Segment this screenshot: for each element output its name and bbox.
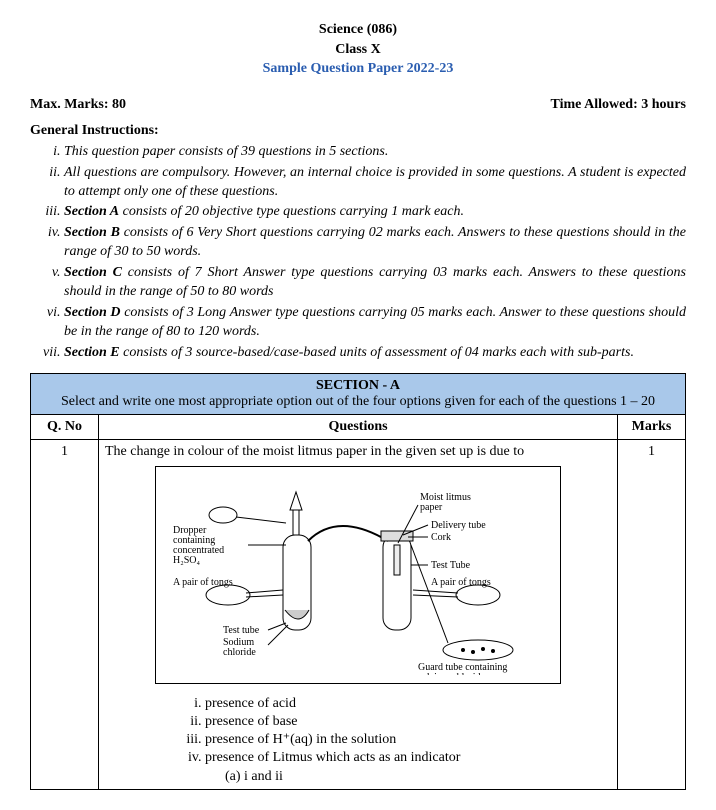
- col-qno: Q. No: [31, 414, 99, 439]
- instruction-item: Section A consists of 20 objective type …: [64, 203, 686, 222]
- section-a-title: SECTION - A: [37, 378, 679, 394]
- instruction-text: consists of 3 Long Answer type questions…: [64, 305, 686, 339]
- instructions-list: This question paper consists of 39 quest…: [30, 143, 686, 363]
- option-item: presence of acid: [205, 695, 611, 713]
- label-tongs-left: A pair of tongs: [173, 577, 233, 588]
- question-number: 1: [31, 439, 99, 790]
- section-label: Section E: [64, 345, 120, 360]
- svg-text:paper: paper: [420, 502, 443, 513]
- instructions-heading: General Instructions:: [30, 123, 686, 139]
- subject-title: Science (086): [30, 20, 686, 40]
- options-list: presence of acid presence of base presen…: [185, 695, 611, 768]
- label-delivery: Delivery tube: [431, 520, 486, 531]
- section-label: Section D: [64, 305, 121, 320]
- section-label: Section C: [64, 265, 122, 280]
- instruction-item: Section B consists of 6 Very Short quest…: [64, 224, 686, 262]
- max-marks-label: Max. Marks: 80: [30, 97, 126, 113]
- col-questions: Questions: [99, 414, 618, 439]
- paper-subtitle: Sample Question Paper 2022-23: [30, 59, 686, 79]
- instruction-text: consists of 3 source-based/case-based un…: [120, 345, 634, 360]
- section-label: Section B: [64, 225, 120, 240]
- label-tongs-right: A pair of tongs: [431, 577, 491, 588]
- instruction-item: Section E consists of 3 source-based/cas…: [64, 344, 686, 363]
- question-marks: 1: [618, 439, 686, 790]
- instruction-text: consists of 7 Short Answer type question…: [64, 265, 686, 299]
- instruction-text: consists of 6 Very Short questions carry…: [64, 225, 686, 259]
- questions-table: SECTION - A Select and write one most ap…: [30, 373, 686, 791]
- svg-text:chloride: chloride: [223, 647, 256, 658]
- col-marks: Marks: [618, 414, 686, 439]
- label-cork: Cork: [431, 532, 451, 543]
- instruction-item: Section C consists of 7 Short Answer typ…: [64, 264, 686, 302]
- question-stem: The change in colour of the moist litmus…: [105, 444, 611, 460]
- section-label: Section A: [64, 204, 119, 219]
- svg-text:calcium chloride: calcium chloride: [418, 672, 485, 675]
- instruction-item: All questions are compulsory. However, a…: [64, 164, 686, 202]
- option-item: presence of H⁺(aq) in the solution: [205, 731, 611, 749]
- apparatus-diagram: Dropper containing concentrated H₂SO₄ A …: [155, 466, 561, 684]
- label-testtube-right: Test Tube: [431, 560, 471, 571]
- option-item: presence of Litmus which acts as an indi…: [205, 749, 611, 767]
- question-body: The change in colour of the moist litmus…: [99, 439, 618, 790]
- section-a-header: SECTION - A Select and write one most ap…: [31, 373, 686, 414]
- class-title: Class X: [30, 40, 686, 60]
- time-allowed-label: Time Allowed: 3 hours: [551, 97, 686, 113]
- option-item: presence of base: [205, 713, 611, 731]
- svg-text:H₂SO₄: H₂SO₄: [173, 555, 200, 566]
- label-testtube-left: Test tube: [223, 625, 260, 636]
- section-a-desc: Select and write one most appropriate op…: [61, 394, 655, 409]
- answer-choice-a: (a) i and ii: [225, 769, 611, 785]
- table-row: 1 The change in colour of the moist litm…: [31, 439, 686, 790]
- instruction-item: This question paper consists of 39 quest…: [64, 143, 686, 162]
- instruction-text: consists of 20 objective type questions …: [119, 204, 464, 219]
- instruction-item: Section D consists of 3 Long Answer type…: [64, 304, 686, 342]
